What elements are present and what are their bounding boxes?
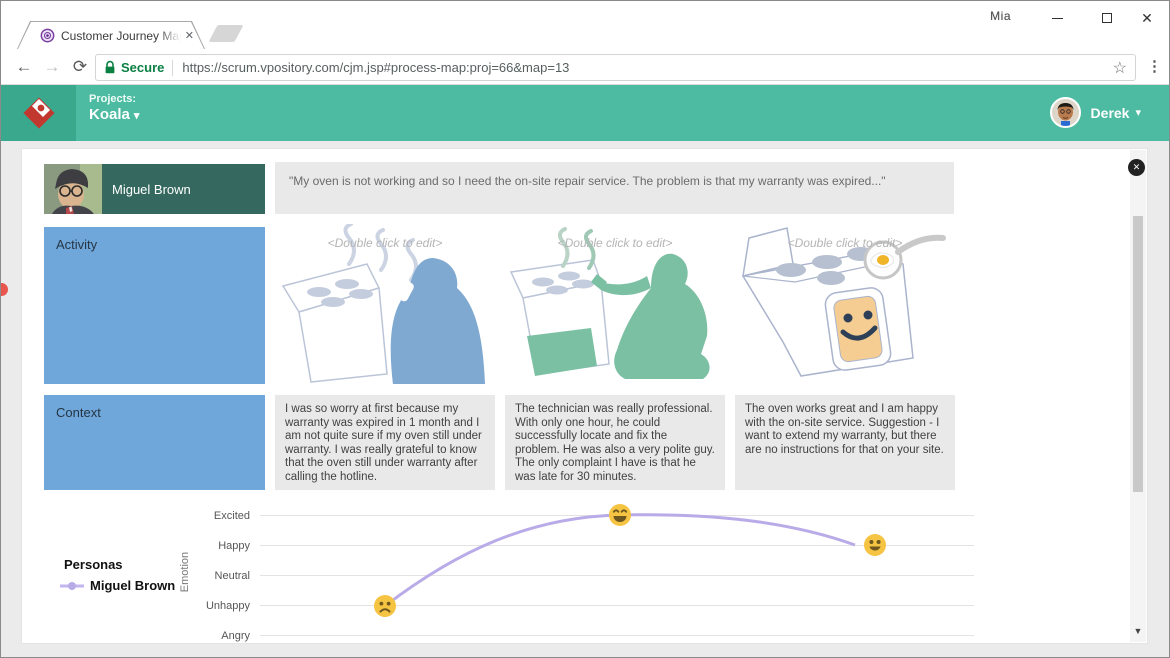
chrome-profile-name[interactable]: Mia xyxy=(990,9,1011,23)
tick-excited: Excited xyxy=(213,510,250,522)
activity-image-cell-1[interactable]: <Double click to edit> xyxy=(275,222,495,384)
context-cell-3[interactable]: The oven works great and I am happy with… xyxy=(735,395,955,490)
favicon-icon xyxy=(40,28,55,43)
gridline xyxy=(260,635,974,636)
bookmark-star-icon[interactable]: ☆ xyxy=(1112,59,1127,77)
canvas-close-icon: ✕ xyxy=(1132,162,1141,172)
secure-label: Secure xyxy=(121,60,165,75)
activity-illustration-happy-oven xyxy=(741,227,946,377)
maximize-button[interactable] xyxy=(1091,7,1123,29)
persona-quote: "My oven is not working and so I need th… xyxy=(289,174,886,188)
tick-happy: Happy xyxy=(218,540,250,552)
projects-label: Projects: xyxy=(89,93,137,105)
context-cell-2[interactable]: The technician was really professional. … xyxy=(505,395,725,490)
scrollbar-down-icon[interactable]: ▼ xyxy=(1133,626,1143,636)
persona-photo[interactable] xyxy=(44,164,102,214)
activity-illustration-worried-call xyxy=(281,222,485,384)
chevron-down-icon: ▾ xyxy=(133,110,140,122)
close-icon: ✕ xyxy=(1141,9,1153,26)
user-name: Derek xyxy=(1090,104,1130,121)
chevron-down-icon: ▾ xyxy=(1135,107,1141,119)
context-row-label[interactable]: Context xyxy=(44,395,265,490)
back-button[interactable]: ← xyxy=(15,57,33,76)
context-cell-1[interactable]: I was so worry at first because my warra… xyxy=(275,395,495,490)
titlebar: Customer Journey Mapp ✕ Mia ✕ xyxy=(1,1,1169,49)
edge-feedback-widget[interactable] xyxy=(1,283,8,296)
tab-close-icon[interactable]: ✕ xyxy=(184,30,194,42)
minimize-button[interactable] xyxy=(1041,7,1073,29)
persona-quote-box[interactable]: "My oven is not working and so I need th… xyxy=(275,162,954,214)
app-header: Projects: Koala ▾ Derek ▾ xyxy=(1,85,1169,141)
persona-name: Miguel Brown xyxy=(112,181,191,197)
activity-image-cell-3[interactable]: <Double click to edit> xyxy=(735,224,955,384)
persona-name-box[interactable]: Miguel Brown xyxy=(102,164,265,214)
maximize-icon xyxy=(1102,13,1112,23)
edit-placeholder: <Double click to edit> xyxy=(327,236,443,250)
gridline xyxy=(260,605,974,606)
minimize-icon xyxy=(1051,17,1063,19)
tick-unhappy: Unhappy xyxy=(205,600,250,612)
app-logo-block[interactable] xyxy=(1,85,76,141)
activity-image-cell-2[interactable]: <Double click to edit> xyxy=(505,224,725,384)
url-bar[interactable]: Secure https://scrum.vpository.com/cjm.j… xyxy=(95,54,1136,81)
emotion-point-smiling-face[interactable] xyxy=(863,533,887,557)
user-avatar xyxy=(1049,97,1081,128)
scrollbar-thumb[interactable] xyxy=(1133,216,1143,492)
secure-lock-icon xyxy=(105,60,115,74)
legend-series-name: Miguel Brown xyxy=(90,578,176,593)
new-tab-button[interactable] xyxy=(208,25,244,42)
url-text[interactable]: https://scrum.vpository.com/cjm.jsp#proc… xyxy=(182,60,570,75)
chart-legend-title: Personas xyxy=(64,557,123,572)
activity-illustration-technician xyxy=(509,227,710,379)
project-selector[interactable]: Koala ▾ xyxy=(89,106,140,123)
canvas-scrollbar[interactable]: ▼ xyxy=(1130,150,1146,642)
gridline xyxy=(260,575,974,576)
forward-button[interactable]: → xyxy=(43,57,61,76)
tick-neutral: Neutral xyxy=(214,570,250,582)
tick-angry: Angry xyxy=(221,630,250,642)
journey-map-canvas: Miguel Brown "My oven is not working and… xyxy=(21,148,1148,644)
omnibox-divider xyxy=(172,59,174,76)
user-menu[interactable]: Derek ▾ xyxy=(1049,97,1141,128)
edit-placeholder: <Double click to edit> xyxy=(787,236,903,250)
edit-placeholder: <Double click to edit> xyxy=(557,236,673,250)
activity-row-label[interactable]: Activity xyxy=(44,227,265,384)
reload-button[interactable]: ⟳ xyxy=(72,57,88,76)
browser-tab[interactable]: Customer Journey Mapp ✕ xyxy=(17,21,205,49)
vp-logo-icon xyxy=(22,97,55,129)
chrome-menu-icon[interactable]: ⋮ xyxy=(1147,58,1162,75)
legend-marker-icon xyxy=(60,581,84,590)
canvas-close-button[interactable]: ✕ xyxy=(1128,159,1145,176)
tab-title: Customer Journey Mapp xyxy=(61,28,181,43)
emotion-point-laughing-face[interactable] xyxy=(608,503,632,527)
emotion-point-sad-face[interactable] xyxy=(373,594,397,618)
close-button[interactable]: ✕ xyxy=(1131,7,1163,29)
chart-legend-item[interactable]: Miguel Brown xyxy=(60,578,175,593)
